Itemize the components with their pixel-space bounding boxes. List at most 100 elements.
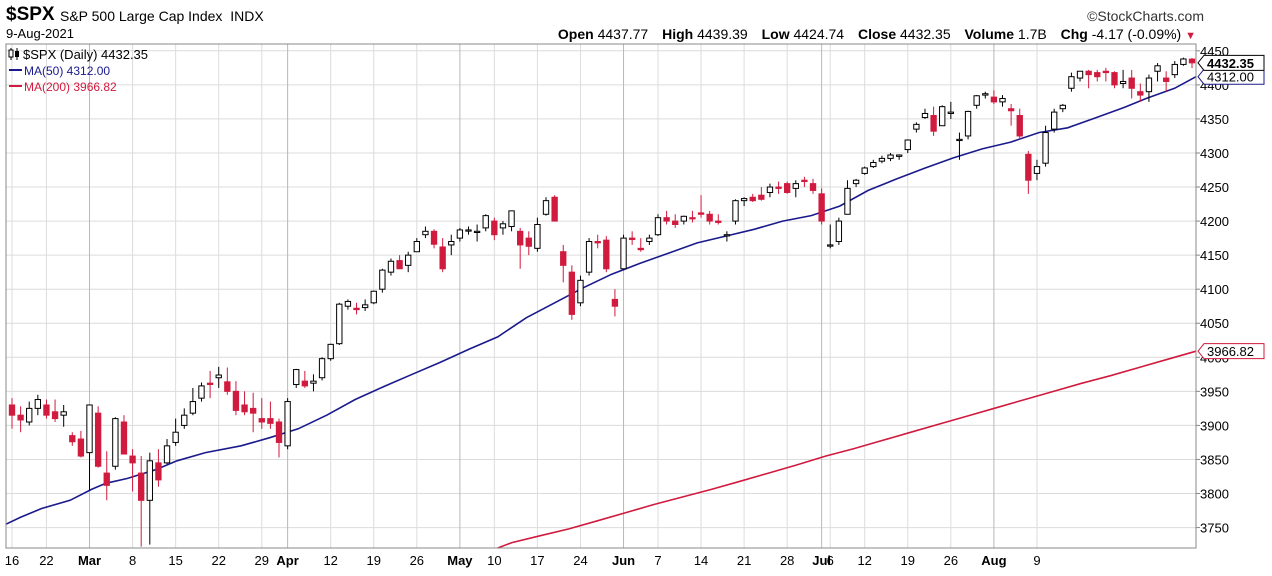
x-tick-label: 22 xyxy=(39,553,53,568)
candle xyxy=(361,299,369,311)
candle-body xyxy=(232,390,240,411)
candle-body xyxy=(215,374,222,379)
candle-body xyxy=(628,237,636,240)
candle-body xyxy=(740,198,748,202)
candle xyxy=(473,224,481,242)
candle-body xyxy=(1016,115,1023,137)
candle-body xyxy=(112,418,119,467)
x-tick-label: 26 xyxy=(410,553,424,568)
candle-body xyxy=(973,95,980,106)
candle xyxy=(353,302,360,315)
candle-body xyxy=(43,404,50,416)
x-tick-label: Mar xyxy=(78,553,101,568)
candle-body xyxy=(930,115,937,132)
candle xyxy=(1051,108,1058,133)
candle-body xyxy=(697,212,705,215)
candle-body xyxy=(448,241,455,246)
candle xyxy=(809,178,817,194)
candle xyxy=(284,398,291,450)
candle xyxy=(379,268,386,293)
x-tick-label: 26 xyxy=(944,553,958,568)
candle xyxy=(620,234,627,271)
candle xyxy=(1076,70,1084,82)
candle-body xyxy=(405,254,412,266)
x-tick-label: May xyxy=(447,553,473,568)
candle-body xyxy=(792,183,799,189)
candle-body xyxy=(1188,58,1196,64)
exchange: INDX xyxy=(230,8,264,24)
candle-body xyxy=(94,412,102,467)
candle-body xyxy=(904,139,911,151)
high-label: High xyxy=(662,26,694,42)
date-axis: 16 22 Mar 8 15 22 29 Apr 12 19 26 May 10 17 24 Jun 7 14 21… xyxy=(5,553,1041,568)
brand[interactable]: ©StockCharts.com xyxy=(1087,8,1204,24)
x-tick-label: 19 xyxy=(901,553,915,568)
low-value: 4424.74 xyxy=(793,26,845,42)
candle xyxy=(336,302,343,346)
chg-value: -4.17 (-0.09%) xyxy=(1091,26,1182,42)
candle xyxy=(947,101,955,119)
candle-body xyxy=(1059,104,1066,110)
candle xyxy=(1145,74,1153,102)
candle-body xyxy=(827,244,834,247)
index-name: S&P 500 Large Cap Index INDX xyxy=(60,8,264,24)
candle xyxy=(827,224,834,249)
candle-body xyxy=(577,279,584,304)
candle xyxy=(69,432,76,446)
candle-body xyxy=(603,239,610,270)
x-tick-label: 24 xyxy=(573,553,587,568)
candle xyxy=(603,236,610,273)
ma200-badge: 3966.82 xyxy=(1197,343,1265,360)
candle-body xyxy=(26,407,33,423)
candle-body xyxy=(284,401,291,447)
candle-body xyxy=(964,110,972,137)
candle xyxy=(94,406,102,468)
candle xyxy=(551,195,558,222)
candle-body xyxy=(672,220,679,225)
candle-icon xyxy=(8,48,19,60)
candle xyxy=(542,197,550,216)
candle-body xyxy=(939,106,946,127)
down-arrow-icon: ▼ xyxy=(1185,30,1196,42)
candle xyxy=(163,439,171,465)
candle-body xyxy=(379,269,386,290)
candle xyxy=(181,408,188,429)
candle xyxy=(1016,108,1023,140)
candle xyxy=(1068,72,1075,92)
candle xyxy=(60,404,67,427)
ma50-line xyxy=(5,75,1197,525)
candle xyxy=(155,449,162,487)
ma200-badge-text: 3966.82 xyxy=(1207,344,1254,359)
candle xyxy=(215,366,222,388)
candle xyxy=(1162,71,1170,92)
candle xyxy=(1102,67,1110,82)
candle xyxy=(680,215,687,225)
candle xyxy=(189,387,197,416)
ma200-badge-shape xyxy=(1197,343,1265,360)
y-tick-label: 4050 xyxy=(1200,316,1229,331)
candle-body xyxy=(60,411,67,416)
candle-body xyxy=(155,462,162,481)
candle-body xyxy=(878,157,886,162)
candle xyxy=(706,210,713,225)
candle xyxy=(448,234,455,256)
candle xyxy=(852,178,860,188)
candle-body xyxy=(473,230,481,233)
candle xyxy=(956,132,963,160)
candle-body xyxy=(784,183,791,193)
candle xyxy=(51,399,59,422)
candle xyxy=(835,217,843,245)
candle xyxy=(646,234,653,245)
candle-body xyxy=(525,237,532,247)
candle xyxy=(232,381,240,416)
candle-body xyxy=(267,418,274,424)
candle-body xyxy=(801,179,808,183)
candle xyxy=(887,152,894,162)
candle-body xyxy=(947,111,955,114)
gridlines xyxy=(6,44,1196,548)
ma50-badge-shape xyxy=(1197,68,1265,85)
chg-label: Chg xyxy=(1060,26,1088,42)
candle xyxy=(939,105,946,127)
candle-body xyxy=(852,179,860,185)
